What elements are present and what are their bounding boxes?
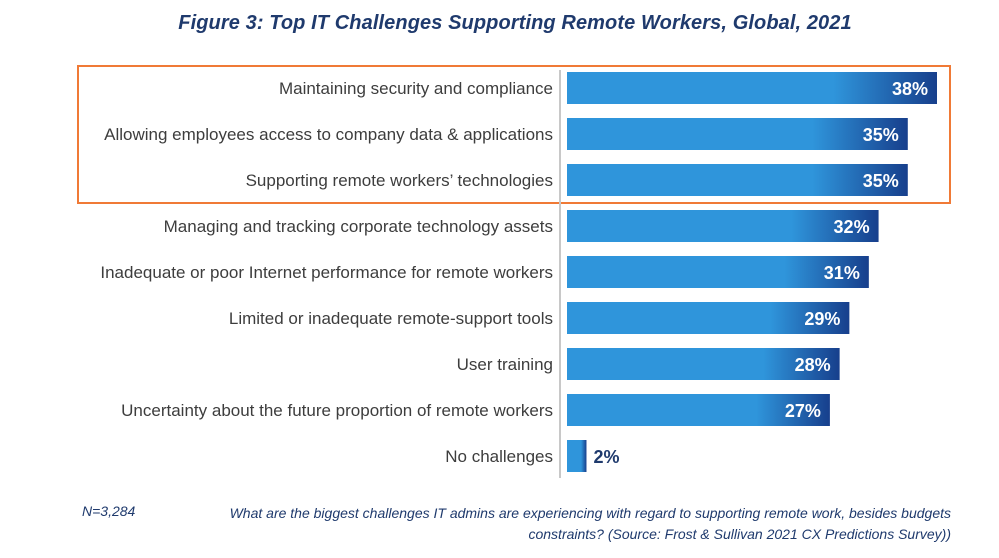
value-label: 38% (892, 79, 928, 99)
category-label: No challenges (445, 447, 553, 466)
category-label: Inadequate or poor Internet performance … (100, 263, 553, 282)
value-label: 2% (593, 447, 619, 467)
category-label: Limited or inadequate remote-support too… (229, 309, 553, 328)
value-label: 32% (834, 217, 870, 237)
bar (567, 394, 830, 426)
category-label: Allowing employees access to company dat… (104, 125, 553, 144)
chart-title: Figure 3: Top IT Challenges Supporting R… (178, 12, 852, 34)
bar (567, 72, 937, 104)
bar (567, 440, 587, 472)
bar (567, 256, 869, 288)
category-label: Uncertainty about the future proportion … (121, 401, 553, 420)
value-label: 29% (804, 309, 840, 329)
value-label: 27% (785, 401, 821, 421)
bar (567, 118, 908, 150)
bar-chart: Maintaining security and compliance 38% Al… (77, 65, 951, 478)
bar (567, 302, 850, 334)
value-label: 35% (863, 125, 899, 145)
value-label: 35% (863, 171, 899, 191)
bar (567, 164, 908, 196)
category-label: Managing and tracking corporate technolo… (164, 217, 553, 236)
value-label: 28% (795, 355, 831, 375)
category-label: Maintaining security and compliance (279, 79, 553, 98)
category-label: User training (457, 355, 553, 374)
bar (567, 210, 879, 242)
highlight-box (77, 65, 951, 204)
survey-question-note: What are the biggest challenges IT admin… (229, 505, 951, 542)
value-label: 31% (824, 263, 860, 283)
sample-size-note: N=3,284 (82, 503, 136, 519)
category-label: Supporting remote workers’ technologies (246, 171, 553, 190)
bar (567, 348, 840, 380)
